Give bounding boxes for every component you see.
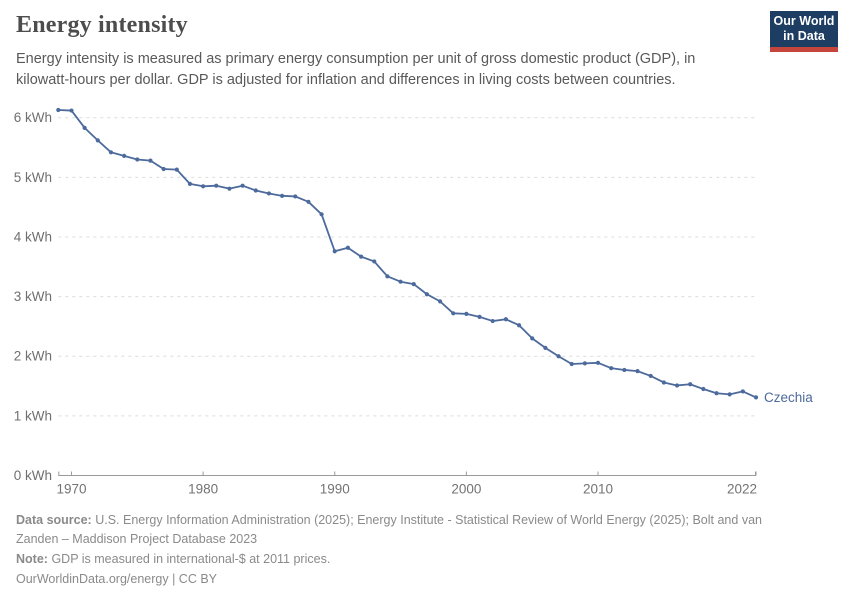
data-point[interactable]	[306, 199, 311, 204]
data-point[interactable]	[411, 281, 416, 287]
y-axis-label: 4 kWh	[14, 229, 52, 244]
data-point[interactable]	[609, 366, 614, 371]
data-point[interactable]	[95, 138, 100, 143]
data-point[interactable]	[740, 389, 745, 394]
note-line: Note: GDP is measured in international-$…	[16, 550, 776, 569]
chart-subtitle: Energy intensity is measured as primary …	[16, 51, 696, 88]
data-point[interactable]	[648, 373, 653, 379]
data-point[interactable]	[701, 386, 706, 392]
owid-logo[interactable]: Our World in Data	[770, 11, 838, 52]
data-point[interactable]	[266, 191, 272, 196]
data-point[interactable]	[214, 183, 219, 188]
y-axis-label: 2 kWh	[14, 349, 52, 364]
owid-logo-line2: in Data	[783, 29, 825, 43]
data-point[interactable]	[437, 299, 443, 304]
data-point[interactable]	[622, 367, 627, 373]
data-point[interactable]	[582, 361, 587, 366]
data-point[interactable]	[595, 360, 601, 365]
y-axis-label: 0 kWh	[14, 468, 52, 483]
data-point[interactable]	[385, 274, 390, 279]
x-axis-label: 2022	[727, 482, 757, 497]
data-point[interactable]	[279, 193, 285, 198]
data-point[interactable]	[674, 383, 680, 388]
data-point[interactable]	[503, 317, 508, 322]
data-point[interactable]	[122, 153, 127, 158]
data-point[interactable]	[372, 259, 377, 264]
data-point[interactable]	[530, 336, 535, 341]
data-point[interactable]	[253, 188, 258, 193]
data-point[interactable]	[556, 354, 561, 359]
data-point[interactable]	[201, 184, 206, 189]
data-point[interactable]	[714, 391, 719, 396]
data-point[interactable]	[635, 369, 640, 374]
x-axis-label: 1990	[320, 482, 350, 497]
y-axis-label: 6 kWh	[14, 110, 52, 125]
data-point[interactable]	[108, 150, 114, 155]
data-point[interactable]	[490, 318, 495, 324]
data-point[interactable]	[82, 125, 87, 130]
data-point[interactable]	[477, 314, 482, 319]
data-point[interactable]	[161, 166, 166, 172]
x-axis-label: 2000	[451, 482, 481, 497]
data-point[interactable]	[319, 212, 324, 217]
data-point[interactable]	[227, 186, 232, 191]
data-point[interactable]	[174, 167, 179, 172]
data-point[interactable]	[69, 108, 74, 113]
data-point[interactable]	[135, 157, 140, 162]
data-point[interactable]	[727, 392, 732, 397]
data-point[interactable]	[56, 107, 61, 113]
data-point[interactable]	[569, 361, 574, 367]
data-source-line: Data source: U.S. Energy Information Adm…	[16, 511, 776, 549]
data-point[interactable]	[661, 380, 666, 385]
data-point[interactable]	[345, 245, 351, 250]
note-label: Note:	[16, 552, 48, 566]
data-point[interactable]	[148, 158, 153, 163]
data-point[interactable]	[358, 254, 364, 259]
data-point[interactable]	[398, 279, 403, 284]
data-point[interactable]	[688, 382, 693, 387]
data-point[interactable]	[424, 292, 429, 297]
data-point[interactable]	[753, 395, 759, 400]
data-point[interactable]	[240, 183, 245, 188]
entity-label: Czechia	[764, 390, 813, 405]
data-point[interactable]	[293, 194, 298, 199]
data-point[interactable]	[451, 311, 456, 316]
x-axis-label: 1980	[188, 482, 218, 497]
page-title: Energy intensity	[16, 12, 188, 38]
y-axis-label: 1 kWh	[14, 408, 52, 423]
data-point[interactable]	[543, 345, 548, 350]
owid-logo-line1: Our World	[773, 14, 835, 28]
data-point[interactable]	[332, 249, 337, 254]
data-point[interactable]	[464, 311, 469, 317]
data-source-label: Data source:	[16, 513, 92, 527]
chart-header: Energy intensity Energy intensity is mea…	[16, 10, 834, 90]
x-axis-label: 1970	[56, 482, 86, 497]
data-point[interactable]	[187, 181, 193, 187]
data-point[interactable]	[516, 323, 522, 328]
data-source-text: U.S. Energy Information Administration (…	[16, 513, 762, 546]
chart-footer: Data source: U.S. Energy Information Adm…	[16, 511, 776, 590]
data-line[interactable]	[57, 109, 757, 399]
note-text: GDP is measured in international-$ at 20…	[51, 552, 331, 566]
license-line[interactable]: OurWorldinData.org/energy | CC BY	[16, 572, 218, 586]
line-chart[interactable]: 0 kWh 1 kWh 2 kWh 3 kWh 4 kWh 5 kWh 6 kWh 1970 1…	[0, 100, 850, 500]
y-axis-label: 3 kWh	[14, 289, 52, 304]
x-axis-label: 2010	[583, 482, 613, 497]
y-axis-label: 5 kWh	[14, 170, 52, 185]
